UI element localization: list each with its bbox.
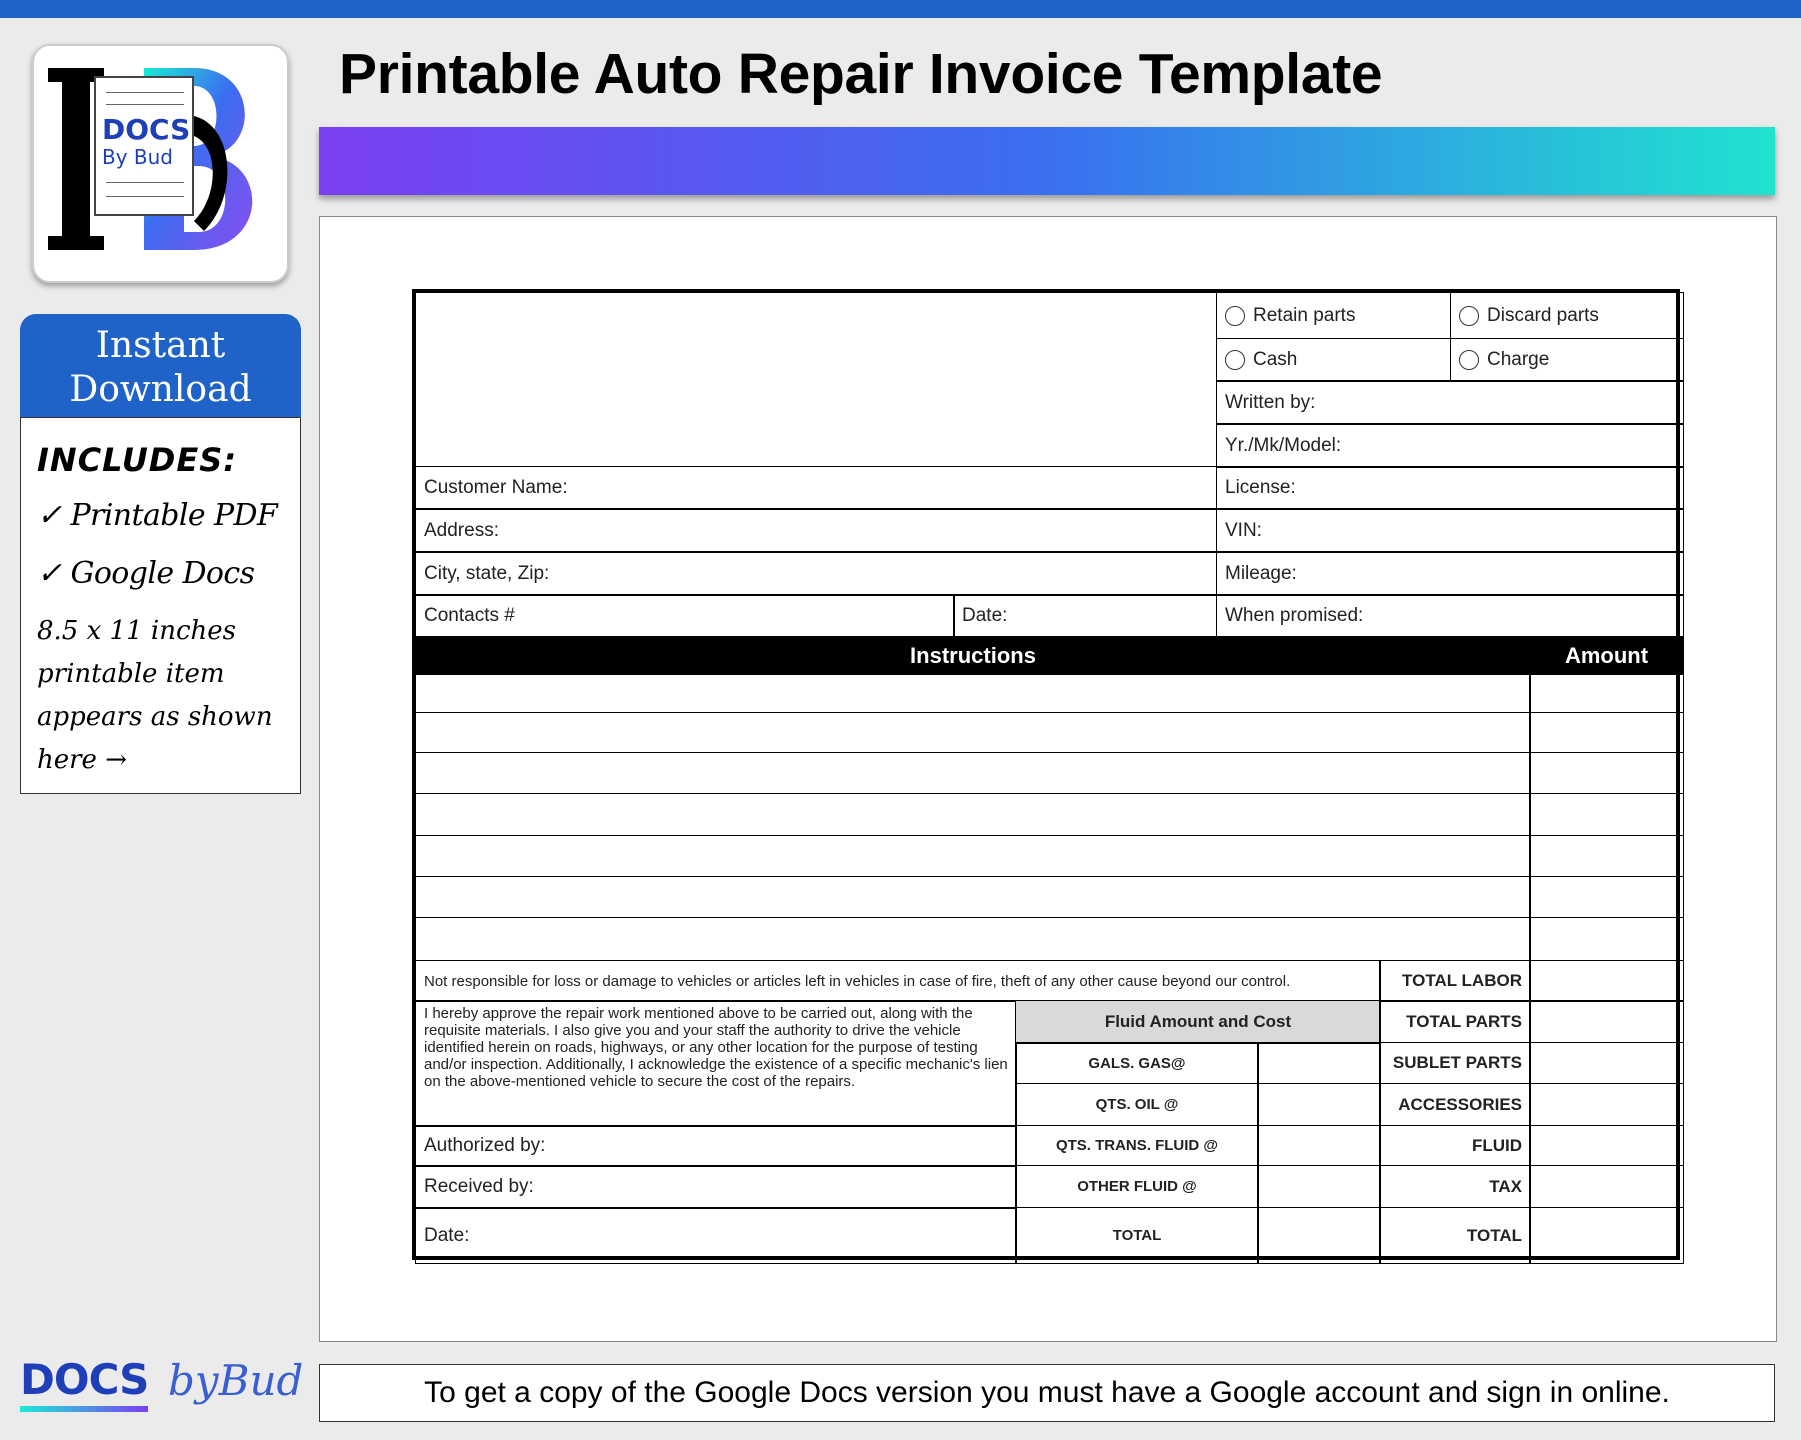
field-license[interactable]: License: [1216,466,1684,510]
include-item-google-docs: ✓ Google Docs [37,556,255,591]
includes-panel: INCLUDES: ✓ Printable PDF ✓ Google Docs … [20,417,301,794]
top-accent-bar [0,0,1801,18]
brand-script-text: byBud [168,1356,304,1405]
approval-text: I hereby approve the repair work mention… [415,1000,1017,1127]
field-when-promised[interactable]: When promised: [1216,594,1684,638]
field-customer-name[interactable]: Customer Name: [415,466,1217,510]
total-value[interactable] [1529,1165,1684,1208]
fluid-label: QTS. TRANS. FLUID @ [1015,1125,1259,1166]
fluid-label: QTS. OIL @ [1015,1083,1259,1126]
field-received-by[interactable]: Received by: [415,1165,1017,1209]
note-line: appears as shown [37,702,273,732]
total-label: FLUID [1379,1125,1531,1166]
logo-document-icon: DOCS By Bud [94,76,194,216]
total-label: TOTAL LABOR [1379,960,1531,1002]
instant-download-banner: Instant Download [20,314,301,417]
total-label: TAX [1379,1165,1531,1208]
docs-by-bud-logo: DOCS By Bud [32,44,289,283]
radio-icon[interactable] [1225,305,1245,326]
instructions-header: Instructions [415,636,1531,675]
instruction-line[interactable] [415,673,1531,713]
instruction-amount[interactable] [1529,712,1684,753]
total-value[interactable] [1529,960,1684,1002]
disclaimer-text: Not responsible for loss or damage to ve… [415,960,1381,1002]
field-written-by[interactable]: Written by: [1216,380,1684,425]
field-address[interactable]: Address: [415,508,1217,553]
fluid-header: Fluid Amount and Cost [1015,1000,1381,1044]
instruction-line[interactable] [415,793,1531,836]
field-contacts[interactable]: Contacts # [415,594,955,638]
option-label: Charge [1487,349,1550,370]
field-vin[interactable]: VIN: [1216,508,1684,553]
instruction-line[interactable] [415,876,1531,918]
include-item-pdf: ✓ Printable PDF [37,498,278,533]
fluid-value[interactable] [1257,1042,1381,1084]
instruction-amount[interactable] [1529,673,1684,713]
radio-icon[interactable] [1459,305,1479,326]
note-line: printable item [37,659,225,689]
download-line-2: Download [69,369,252,410]
logo-text-docs: DOCS [102,113,191,146]
total-value[interactable] [1529,1083,1684,1126]
total-label: TOTAL [1379,1207,1531,1264]
option-cash[interactable]: Cash [1216,338,1451,382]
total-label: SUBLET PARTS [1379,1042,1531,1084]
option-label: Cash [1253,349,1298,370]
logo-text-bybud: By Bud [102,145,174,169]
note-line: here → [37,745,127,775]
instruction-line[interactable] [415,917,1531,961]
field-date[interactable]: Date: [953,594,1217,638]
field-yr-mk-model[interactable]: Yr./Mk/Model: [1216,423,1684,468]
option-label: Retain parts [1253,304,1356,326]
brand-docs-text: DOCS [20,1355,149,1404]
field-authorized-by[interactable]: Authorized by: [415,1125,1017,1167]
option-label: Discard parts [1487,304,1599,326]
google-docs-notice: To get a copy of the Google Docs version… [319,1364,1775,1422]
field-signature-date[interactable]: Date: [415,1207,1017,1264]
gradient-banner [319,127,1775,195]
instruction-amount[interactable] [1529,835,1684,877]
option-charge[interactable]: Charge [1450,338,1684,382]
radio-icon[interactable] [1459,350,1479,370]
instruction-line[interactable] [415,712,1531,753]
instruction-amount[interactable] [1529,752,1684,794]
instruction-amount[interactable] [1529,917,1684,961]
fluid-value[interactable] [1257,1125,1381,1166]
field-mileage[interactable]: Mileage: [1216,551,1684,596]
radio-icon[interactable] [1225,350,1245,370]
includes-heading: INCLUDES: [37,441,238,479]
instruction-line[interactable] [415,835,1531,877]
download-line-1: Instant [95,325,226,366]
note-line: 8.5 x 11 inches [37,616,236,646]
option-discard-parts[interactable]: Discard parts [1450,292,1684,339]
fluid-label: OTHER FLUID @ [1015,1165,1259,1208]
fluid-value[interactable] [1257,1207,1381,1264]
page-title: Printable Auto Repair Invoice Template [339,42,1383,106]
fluid-value[interactable] [1257,1165,1381,1208]
instruction-line[interactable] [415,752,1531,794]
docs-by-bud-brand-logo: DOCS byBud [18,1346,303,1422]
invoice-form: Retain parts Discard parts Cash Charge W… [412,289,1684,1264]
fluid-label: TOTAL [1015,1207,1259,1264]
total-value[interactable] [1529,1000,1684,1043]
business-info-area [415,292,1217,467]
total-label: TOTAL PARTS [1379,1000,1531,1043]
instruction-amount[interactable] [1529,793,1684,836]
amount-header: Amount [1529,636,1684,675]
field-city-state-zip[interactable]: City, state, Zip: [415,551,1217,596]
total-label: ACCESSORIES [1379,1083,1531,1126]
total-value[interactable] [1529,1207,1684,1264]
fluid-label: GALS. GAS@ [1015,1042,1259,1084]
option-retain-parts[interactable]: Retain parts [1216,292,1451,339]
total-value[interactable] [1529,1125,1684,1166]
instruction-amount[interactable] [1529,876,1684,918]
total-value[interactable] [1529,1042,1684,1084]
brand-underline [20,1406,148,1412]
fluid-value[interactable] [1257,1083,1381,1126]
